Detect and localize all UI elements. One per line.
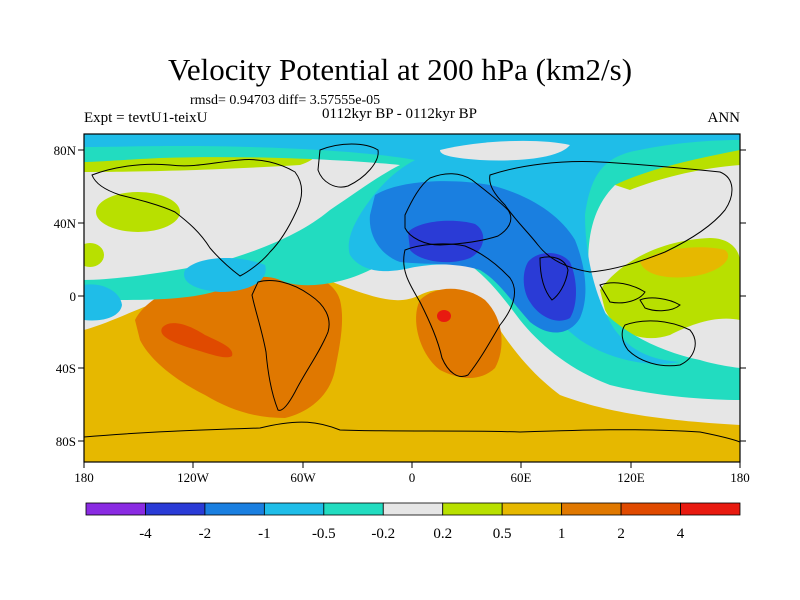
lat-ticks (78, 149, 746, 442)
contour-negative-4-india (523, 253, 576, 321)
coast-north-america (91, 159, 302, 277)
coast-maritime (599, 282, 646, 304)
contour-negative-4-med (408, 220, 484, 263)
contour-positive-4-africa (437, 310, 451, 322)
experiment-label: Expt = tevtU1-teixU (84, 110, 208, 126)
contour-near-zero-arctic (440, 140, 570, 161)
colorbar-label: -4 (139, 526, 152, 542)
colorbar-swatch (680, 502, 741, 516)
lon-tick-label: 120W (177, 470, 210, 485)
figure-title: Velocity Potential at 200 hPa (km2/s) (167, 52, 633, 87)
lat-tick-label: 80N (54, 143, 77, 158)
colorbar-label: 4 (677, 526, 685, 542)
period-label: 0112kyr BP - 0112kyr BP (322, 106, 478, 122)
season-label: ANN (707, 110, 741, 126)
colorbar-swatch (501, 502, 563, 516)
coast-greenland (317, 143, 379, 188)
coast-maritime-2 (639, 297, 681, 312)
colorbar-label: -2 (199, 526, 212, 542)
colorbar-label: 2 (617, 526, 625, 542)
lon-tick-label: 180 (74, 470, 94, 485)
colorbar-swatch (204, 502, 265, 516)
colorbar-swatch (145, 502, 206, 516)
colorbar-label: -0.5 (312, 526, 336, 542)
lat-tick-label: 40S (56, 361, 76, 376)
coast-africa (403, 243, 515, 377)
contour-fill (84, 134, 740, 462)
contour-positive-2-pacific (640, 247, 729, 278)
colorbar-label: 0.5 (493, 526, 512, 542)
stats-text: rmsd= 0.94703 diff= 3.57555e-05 (190, 93, 381, 108)
contour-positive-2-africa (416, 288, 502, 378)
colorbar (85, 502, 741, 516)
lon-tick-label: 120E (617, 470, 645, 485)
contour-negative-2-pacific (184, 258, 266, 292)
lon-tick-label: 60E (511, 470, 532, 485)
coastlines (84, 143, 740, 443)
coast-south-america (251, 280, 330, 411)
coast-antarctica (84, 421, 740, 443)
colorbar-label: 0.2 (433, 526, 452, 542)
lon-ticks (83, 462, 741, 468)
lon-labels: 180 120W 60W 0 60E 120E 180 (74, 470, 750, 485)
contour-positive-2-america (135, 268, 343, 418)
lon-tick-label: 60W (290, 470, 316, 485)
lat-labels: 80N 40N 0 40S 80S (54, 143, 77, 449)
coast-australia (621, 320, 696, 367)
colorbar-swatch (382, 502, 444, 516)
lat-tick-label: 80S (56, 434, 76, 449)
colorbar-label: -1 (258, 526, 271, 542)
contour-positive-1-westpac (84, 243, 104, 267)
coast-india (539, 256, 569, 301)
contour-positive-3-pacific (161, 323, 233, 358)
colorbar-swatch (442, 502, 503, 516)
lon-tick-label: 0 (409, 470, 416, 485)
contour-positive-1-atlantic (96, 192, 180, 232)
colorbar-swatch (85, 502, 146, 516)
colorbar-label: -0.2 (371, 526, 395, 542)
colorbar-swatch (263, 502, 325, 516)
contour-positive-1b (84, 362, 120, 462)
colorbar-swatch (620, 502, 681, 516)
lat-tick-label: 40N (54, 216, 77, 231)
colorbar-swatch (323, 502, 384, 516)
colorbar-labels: -4 -2 -1 -0.5 -0.2 0.2 0.5 1 2 4 (139, 526, 685, 542)
coast-asia (489, 161, 733, 273)
contour-negative-2-westpac (84, 284, 122, 321)
lat-tick-label: 0 (70, 289, 77, 304)
colorbar-swatch (561, 502, 622, 516)
lon-tick-label: 180 (730, 470, 750, 485)
colorbar-label: 1 (558, 526, 566, 542)
